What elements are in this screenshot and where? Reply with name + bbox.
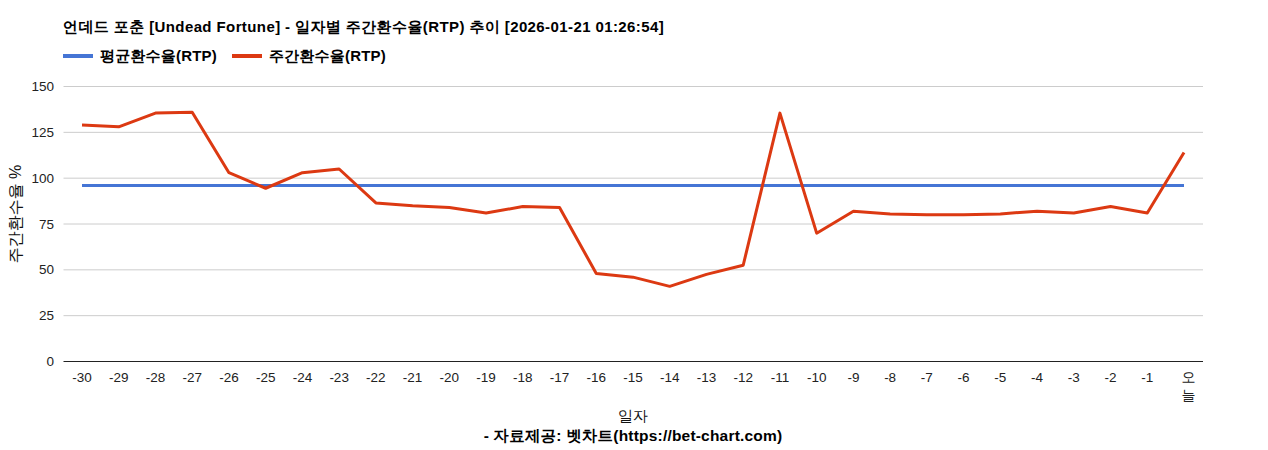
x-tick-label: -5: [994, 370, 1006, 385]
x-tick-label: -30: [72, 370, 92, 385]
y-tick-label: 150: [31, 79, 54, 94]
x-tick-label: -1: [1141, 370, 1153, 385]
x-tick-label: -13: [697, 370, 717, 385]
x-tick-label: -28: [146, 370, 166, 385]
x-tick-label: -8: [884, 370, 896, 385]
x-tick-label: -9: [847, 370, 859, 385]
x-tick-label: -3: [1068, 370, 1080, 385]
x-tick-label: -6: [958, 370, 970, 385]
x-tick-label: -7: [921, 370, 933, 385]
x-tick-label: -11: [771, 370, 790, 385]
footer-attribution: - 자료제공: 벳차트(https://bet-chart.com): [484, 426, 783, 447]
x-tick-label: -15: [623, 370, 643, 385]
chart-canvas: 0 25 50 75 100 125 150 -30 -29 -28 -27 -26 -25 -24 -23…: [0, 0, 1268, 450]
y-tick-label: 25: [39, 308, 54, 323]
y-tick-label: 75: [39, 217, 54, 232]
series-weekly-line: [82, 112, 1184, 286]
y-tick-label: 50: [39, 262, 54, 277]
x-tick-label: -4: [1031, 370, 1043, 385]
x-tick-label: -20: [440, 370, 460, 385]
y-tick-label: 100: [31, 171, 54, 186]
x-tick-label: 늘: [1182, 387, 1196, 403]
x-tick-label: -27: [182, 370, 202, 385]
x-tick-label: -14: [660, 370, 680, 385]
x-tick-label: -24: [293, 370, 313, 385]
x-tick-label: -18: [513, 370, 533, 385]
x-tick-label: -22: [366, 370, 386, 385]
y-tick-label: 0: [46, 354, 54, 369]
x-axis-title: 일자: [618, 407, 648, 426]
x-tick-label: -21: [403, 370, 423, 385]
x-tick-label: -12: [733, 370, 753, 385]
x-tick-label: -26: [219, 370, 239, 385]
y-tick-label: 125: [31, 125, 54, 140]
x-tick-label: -25: [256, 370, 276, 385]
x-tick-label: -17: [550, 370, 570, 385]
x-tick-label: -19: [476, 370, 496, 385]
chart-page: { "title": "언데드 포춘 [Undead Fortune] - 일자…: [0, 0, 1268, 450]
x-tick-label: -16: [587, 370, 607, 385]
x-tick-label: -23: [329, 370, 349, 385]
x-tick-label: -2: [1105, 370, 1117, 385]
x-tick-label: 오: [1182, 369, 1196, 385]
x-tick-label: -29: [109, 370, 129, 385]
x-tick-label: -10: [807, 370, 827, 385]
